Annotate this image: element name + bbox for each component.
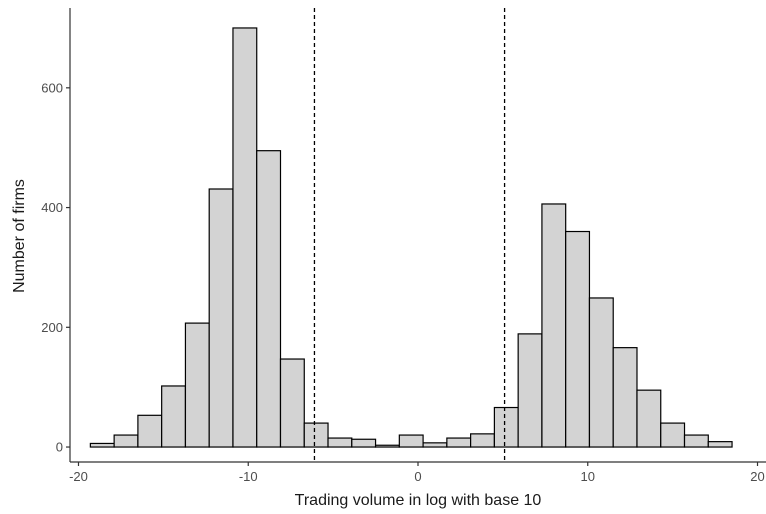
histogram-bar [303,422,329,448]
x-axis-title: Trading volume in log with base 10 [295,492,542,509]
histogram-bar [208,188,234,448]
histogram-bar [422,442,448,448]
y-tick-label: 200 [41,320,63,335]
y-tick-label: 0 [56,440,63,455]
x-axis-ticks: -20 -10 0 10 20 [69,462,765,484]
histogram-bar [279,358,305,448]
histogram-bar [493,406,519,448]
histogram-bar [683,434,709,448]
histogram-bar [327,437,353,448]
histogram-bar [612,347,638,448]
histogram-bar [707,441,733,448]
histogram-bar [137,414,163,448]
y-axis-ticks: 0 200 400 600 [41,80,70,455]
histogram-bar [660,422,686,448]
histogram-bar [446,437,472,448]
histogram-bar [374,444,400,448]
histogram-bar [351,438,377,448]
histogram-bar [232,27,258,448]
histogram-bar [184,322,210,448]
histogram-bar [113,434,139,448]
x-tick-label: -20 [69,469,88,484]
x-tick-label: 20 [750,469,764,484]
x-tick-label: 0 [414,469,421,484]
histogram-bar [89,442,115,448]
histogram-bar [517,333,543,448]
x-tick-label: 10 [581,469,595,484]
y-axis-title: Number of firms [11,179,28,293]
histogram-bar [470,433,495,448]
y-tick-label: 600 [41,80,63,95]
x-tick-label: -10 [239,469,258,484]
y-tick-label: 400 [41,200,63,215]
histogram-bar [541,203,567,448]
histogram-bar [398,434,424,448]
histogram-bar [161,385,187,448]
histogram-bars [89,27,733,448]
histogram-bar [565,230,591,448]
histogram-bar [588,297,614,448]
reference-lines [313,8,506,462]
histogram-bar [636,389,662,448]
histogram-bar [256,150,282,448]
